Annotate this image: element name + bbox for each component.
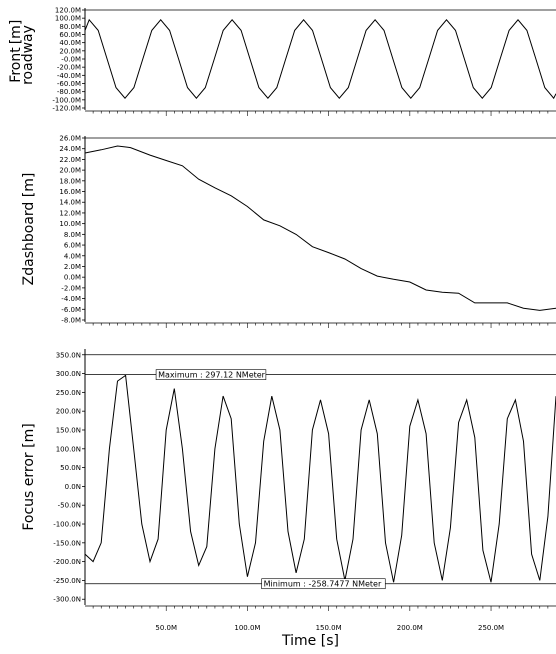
y-tick-label: -8.0M [61, 317, 81, 325]
y-tick-label: 150.0N [56, 426, 81, 434]
y-tick-label: 26.0M [59, 135, 81, 143]
y-tick-label: 4.0M [64, 252, 81, 260]
y-tick-label: -300.0N [53, 596, 81, 604]
y-axis-title-2: Focus error [m] [21, 423, 37, 530]
y-tick-label: 20.0M [59, 47, 81, 55]
y-tick-label: 40.0M [59, 39, 81, 47]
y-tick-label: 20.0M [59, 167, 81, 175]
y-tick-label: -60.0M [57, 80, 81, 88]
y-tick-label: 24.0M [59, 145, 81, 153]
y-tick-label: 16.0M [59, 188, 81, 196]
y-tick-label: -4.0M [61, 295, 81, 303]
annotation-label-1: Minimum : -258.7477 NMeter [264, 580, 382, 589]
y-tick-label: -80.0M [57, 88, 81, 96]
y-tick-label: -250.0N [53, 577, 81, 585]
y-tick-label: 0.0M [64, 274, 81, 282]
y-tick-label: -120.0M [52, 105, 81, 113]
y-tick-label: 8.0M [64, 231, 81, 239]
x-tick-label: 100.0M [234, 624, 260, 632]
y-tick-label: 60.0M [59, 31, 81, 39]
x-tick-label: 200.0M [397, 624, 423, 632]
y-tick-label: 50.0N [60, 464, 81, 472]
annotation-box-0 [155, 369, 267, 380]
y-tick-label: -100.0M [52, 96, 81, 104]
y-tick-label: 100.0M [55, 15, 81, 23]
y-tick-label: 120.0M [55, 7, 81, 15]
series-line-2-0 [84, 374, 556, 583]
y-tick-label: 18.0M [59, 177, 81, 185]
y-tick-label: -50.0N [58, 502, 81, 510]
y-tick-label: 12.0M [59, 209, 81, 217]
y-tick-label: 350.0N [56, 351, 81, 359]
x-tick-label: 50.0M [155, 624, 177, 632]
y-tick-label: -20.0M [57, 64, 81, 72]
y-tick-label: -2.0M [61, 284, 81, 292]
y-tick-label: 10.0M [59, 220, 81, 228]
x-tick-label: 250.0M [478, 624, 504, 632]
y-axis-title-unit: [m] [8, 20, 24, 45]
y-tick-label: -40.0M [57, 72, 81, 80]
y-tick-label: 250.0N [56, 389, 81, 397]
x-tick-label: 150.0M [316, 624, 342, 632]
y-axis-title-line2: roadway [20, 25, 36, 85]
y-tick-label: -100.0N [53, 521, 81, 529]
y-tick-label: 200.0N [56, 408, 81, 416]
y-tick-label: -6.0M [61, 306, 81, 314]
y-tick-label: 22.0M [59, 156, 81, 164]
y-tick-label: 300.0N [56, 370, 81, 378]
y-tick-label: 14.0M [59, 199, 81, 207]
y-axis-title-1: Zdashboard [m] [21, 173, 37, 286]
annotation-box-1 [261, 578, 386, 590]
x-axis-title: Time [s] [281, 633, 339, 649]
series-line-1-0 [84, 145, 556, 311]
series-line-0-0 [84, 18, 556, 100]
y-tick-label: -0.0M [61, 56, 81, 64]
y-tick-label: 80.0M [59, 23, 81, 31]
y-tick-label: 0.0N [65, 483, 81, 491]
y-tick-label: 2.0M [64, 263, 81, 271]
y-tick-label: -200.0N [53, 558, 81, 566]
y-tick-label: -150.0N [53, 539, 81, 547]
y-axis-title-line1: Front [8, 47, 24, 83]
y-tick-label: 100.0N [56, 445, 81, 453]
y-tick-label: 6.0M [64, 242, 81, 250]
annotation-label-0: Maximum : 297.12 NMeter [158, 371, 266, 380]
